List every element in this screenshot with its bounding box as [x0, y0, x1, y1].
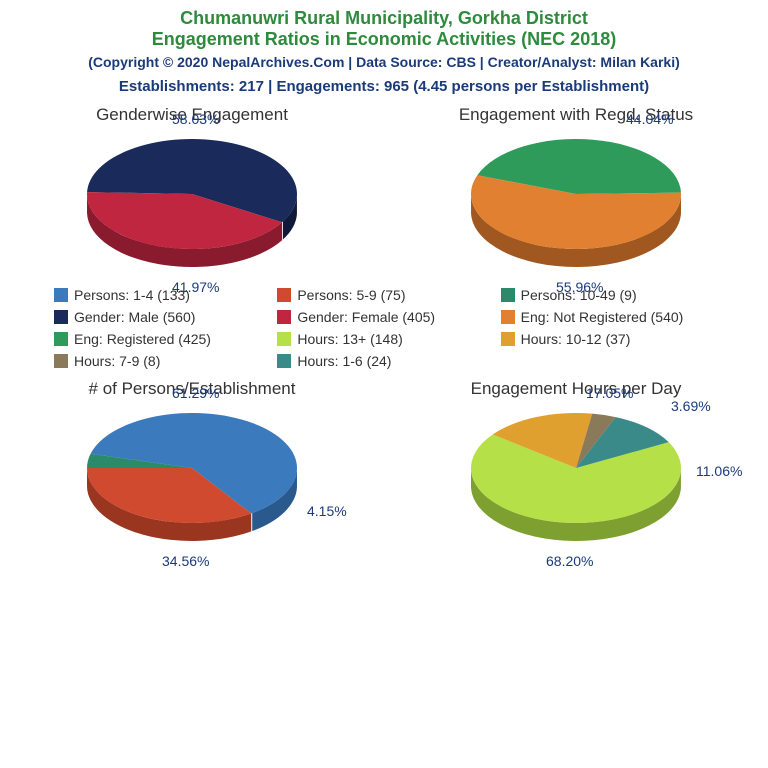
legend-item: Hours: 13+ (148) — [277, 331, 490, 347]
legend-label: Eng: Registered (425) — [74, 331, 211, 347]
legend-swatch — [501, 332, 515, 346]
stats-line: Establishments: 217 | Engagements: 965 (… — [0, 78, 768, 95]
charts-row-bottom: # of Persons/Establishment 61.29%34.56%4… — [0, 379, 768, 543]
legend-swatch — [54, 354, 68, 368]
subtitle: (Copyright © 2020 NepalArchives.Com | Da… — [0, 54, 768, 70]
legend-swatch — [277, 310, 291, 324]
legend-swatch — [501, 288, 515, 302]
pie-slice-label: 4.15% — [307, 503, 347, 519]
legend-item: Persons: 5-9 (75) — [277, 287, 490, 303]
chart-persons: # of Persons/Establishment 61.29%34.56%4… — [12, 379, 372, 543]
legend-label: Gender: Male (560) — [74, 309, 195, 325]
legend-swatch — [277, 354, 291, 368]
pie-slice-label: 17.05% — [586, 385, 633, 401]
legend-swatch — [54, 288, 68, 302]
pie-slice-label: 11.06% — [696, 463, 742, 479]
pie-slice-label: 44.04% — [626, 111, 673, 127]
pie-slice-label: 61.29% — [172, 385, 219, 401]
legend-item: Gender: Male (560) — [54, 309, 267, 325]
legend-swatch — [277, 288, 291, 302]
legend-swatch — [54, 310, 68, 324]
chart-gender: Genderwise Engagement 58.03%41.97% — [12, 105, 372, 269]
legend-swatch — [277, 332, 291, 346]
legend-item: Eng: Not Registered (540) — [501, 309, 714, 325]
pie-slice-label: 68.20% — [546, 553, 593, 569]
legend: Persons: 1-4 (133) Persons: 5-9 (75) Perso… — [54, 287, 714, 369]
pie-persons: 61.29%34.56%4.15% — [72, 403, 312, 543]
legend-label: Gender: Female (405) — [297, 309, 435, 325]
chart-regd-title: Engagement with Regd. Status — [396, 105, 756, 125]
chart-hours-title: Engagement Hours per Day — [396, 379, 756, 399]
legend-item: Eng: Registered (425) — [54, 331, 267, 347]
charts-row-top: Genderwise Engagement 58.03%41.97% Engag… — [0, 105, 768, 269]
legend-item: Hours: 7-9 (8) — [54, 353, 267, 369]
legend-label: Eng: Not Registered (540) — [521, 309, 684, 325]
pie-slice-label: 34.56% — [162, 553, 209, 569]
legend-item: Persons: 10-49 (9) — [501, 287, 714, 303]
pie-hours: 68.20%17.05%3.69%11.06% — [456, 403, 696, 543]
title-line-2: Engagement Ratios in Economic Activities… — [0, 29, 768, 50]
legend-label: Persons: 5-9 (75) — [297, 287, 405, 303]
pie-gender: 58.03%41.97% — [72, 129, 312, 269]
legend-item: Persons: 1-4 (133) — [54, 287, 267, 303]
pie-slice-label: 55.96% — [556, 279, 603, 295]
legend-label: Hours: 10-12 (37) — [521, 331, 631, 347]
pie-slice-label: 58.03% — [172, 111, 219, 127]
header-block: Chumanuwri Rural Municipality, Gorkha Di… — [0, 0, 768, 95]
legend-label: Hours: 13+ (148) — [297, 331, 402, 347]
pie-slice-label: 3.69% — [671, 398, 711, 414]
pie-regd: 44.04%55.96% — [456, 129, 696, 269]
legend-item: Hours: 10-12 (37) — [501, 331, 714, 347]
chart-hours: Engagement Hours per Day 68.20%17.05%3.6… — [396, 379, 756, 543]
title-line-1: Chumanuwri Rural Municipality, Gorkha Di… — [0, 8, 768, 29]
legend-label: Hours: 7-9 (8) — [74, 353, 160, 369]
pie-slice-label: 41.97% — [172, 279, 219, 295]
legend-label: Hours: 1-6 (24) — [297, 353, 391, 369]
chart-regd: Engagement with Regd. Status 44.04%55.96… — [396, 105, 756, 269]
legend-swatch — [501, 310, 515, 324]
legend-item: Gender: Female (405) — [277, 309, 490, 325]
legend-item: Hours: 1-6 (24) — [277, 353, 490, 369]
legend-swatch — [54, 332, 68, 346]
